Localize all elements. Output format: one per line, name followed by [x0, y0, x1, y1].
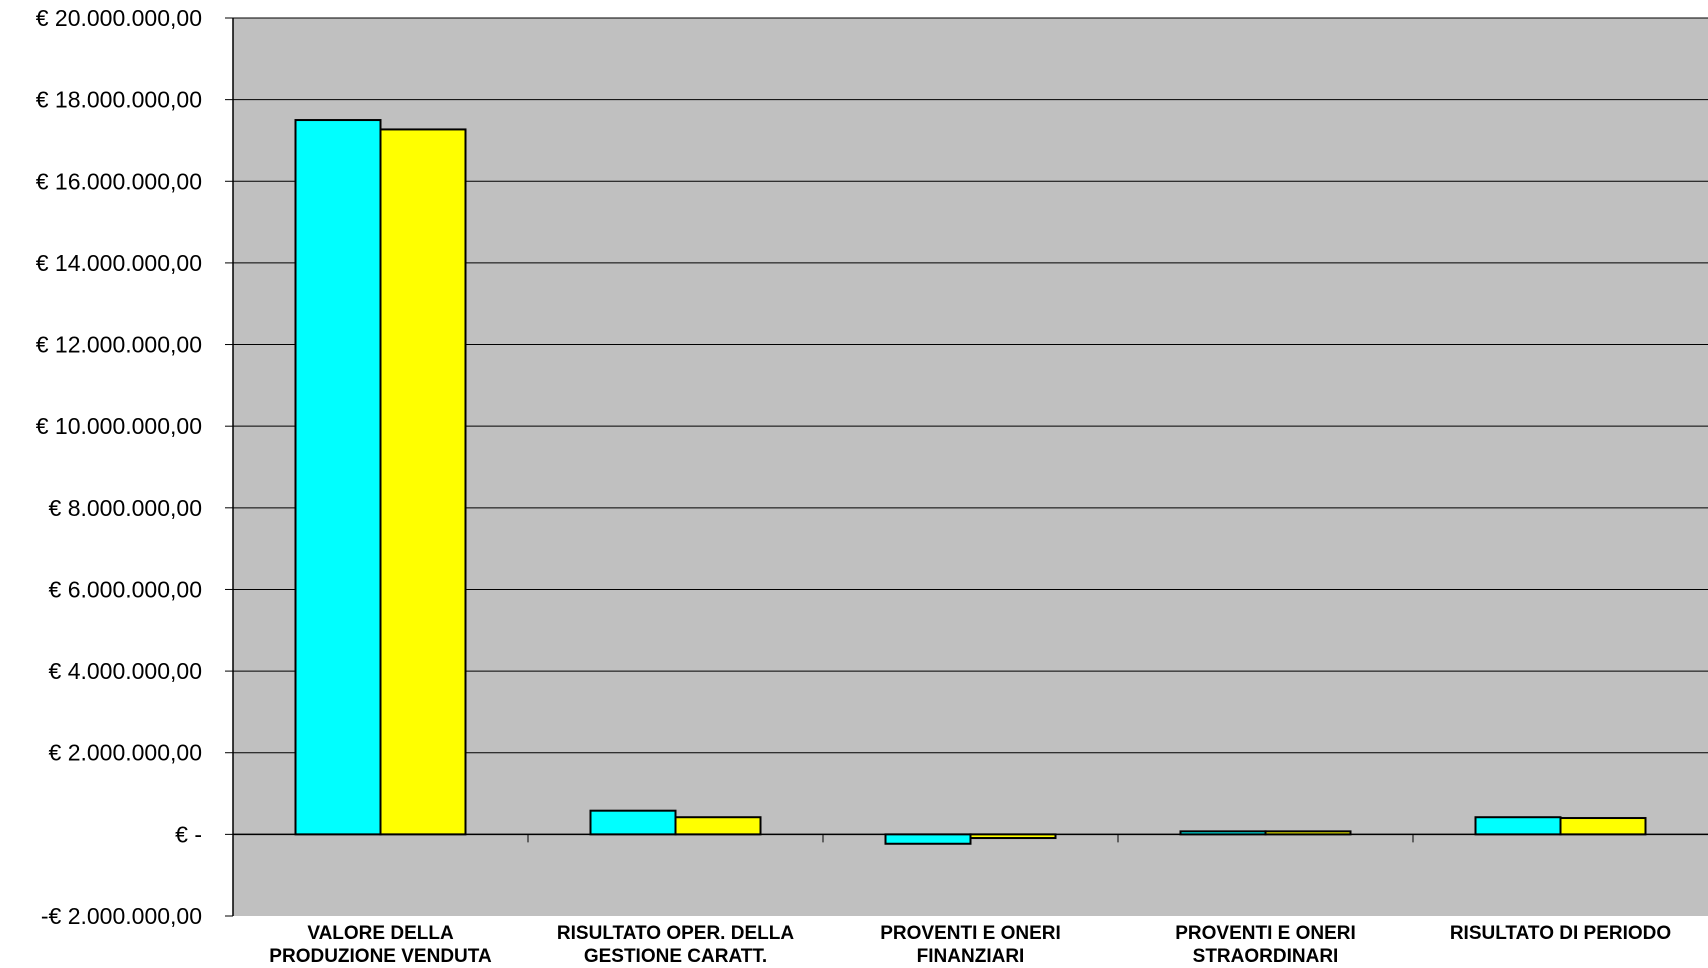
bar-series-2-cat-2 — [674, 816, 762, 836]
y-tick-label: € 14.000.000,00 — [36, 250, 202, 276]
x-category-label: GESTIONE CARATT. — [584, 946, 767, 967]
bar-series-2-cat-1 — [379, 128, 467, 836]
x-category-label: PROVENTI E ONERI — [880, 923, 1061, 944]
x-category-label: PRODUZIONE VENDUTA — [269, 946, 492, 967]
x-category-label: FINANZIARI — [917, 946, 1025, 967]
bars — [294, 119, 1647, 845]
y-axis: € 20.000.000,00 € 18.000.000,00 € 16.000.0… — [36, 5, 234, 929]
y-tick-label: € 16.000.000,00 — [36, 168, 202, 194]
y-tick-label: € 2.000.000,00 — [49, 740, 202, 766]
y-tick-label: € 20.000.000,00 — [36, 5, 202, 31]
y-tick-label: € 12.000.000,00 — [36, 332, 202, 358]
bar-series-2-cat-3 — [969, 833, 1057, 840]
x-category-label: RISULTATO DI PERIODO — [1450, 923, 1671, 944]
y-tick-label: € 18.000.000,00 — [36, 87, 202, 113]
y-tick-label: -€ 2.000.000,00 — [41, 903, 202, 929]
y-tick-label: € 10.000.000,00 — [36, 413, 202, 439]
bar-series-1-cat-4 — [1179, 830, 1267, 836]
x-category-label: VALORE DELLA — [307, 923, 454, 944]
bar-series-1-cat-2 — [589, 809, 677, 836]
bar-series-2-cat-5 — [1559, 817, 1647, 836]
x-category-label: PROVENTI E ONERI — [1175, 923, 1356, 944]
y-tick-label: € 4.000.000,00 — [49, 658, 202, 684]
x-category-label: RISULTATO OPER. DELLA — [557, 923, 794, 944]
y-tick-label: € - — [175, 821, 202, 847]
bar-series-1-cat-3 — [884, 833, 972, 845]
bar-series-1-cat-5 — [1474, 816, 1562, 836]
bar-series-2-cat-4 — [1264, 830, 1352, 836]
y-tick-label: € 8.000.000,00 — [49, 495, 202, 521]
bar-series-1-cat-1 — [294, 119, 382, 836]
x-category-label: STRAORDINARI — [1193, 946, 1339, 967]
y-tick-label: € 6.000.000,00 — [49, 576, 202, 602]
plot-area — [233, 18, 1708, 916]
